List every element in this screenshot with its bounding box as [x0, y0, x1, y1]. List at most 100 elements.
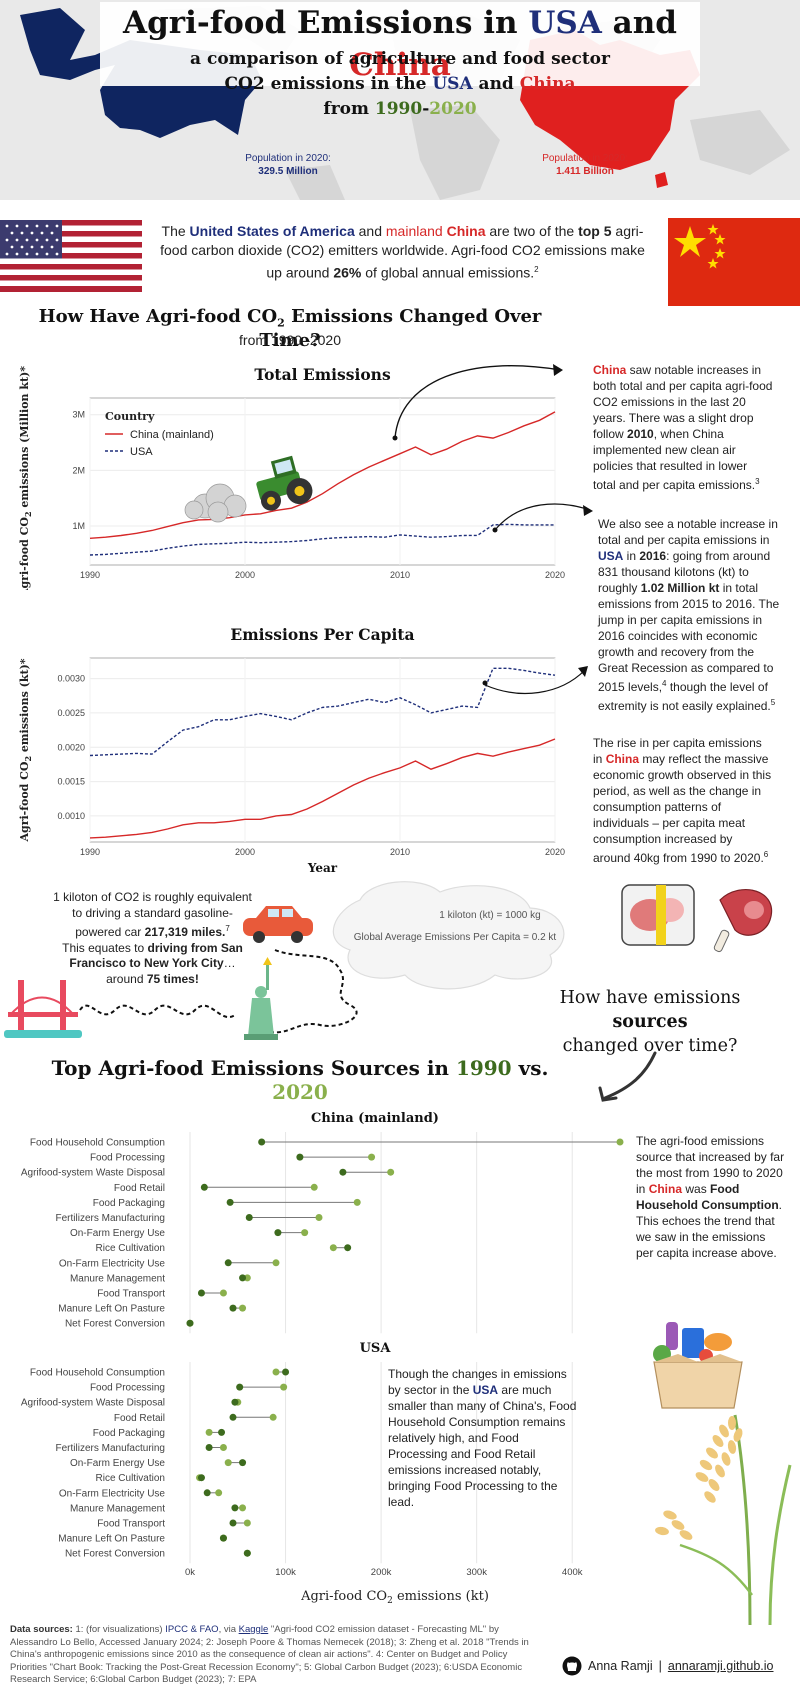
page-title: Agri-food Emissions in USA and China [100, 2, 700, 86]
dot-2020 [310, 1183, 318, 1191]
x-tick-label: 200k [371, 1567, 392, 1578]
intro-paragraph: The United States of America and mainlan… [160, 223, 645, 281]
category-label: Net Forest Conversion [65, 1319, 165, 1330]
dot-1990 [344, 1244, 352, 1252]
x-tick-label: 2000 [235, 570, 255, 580]
category-label: On-Farm Electricity Use [59, 1488, 166, 1499]
dot-1990 [200, 1183, 208, 1191]
category-label: On-Farm Electricity Use [59, 1258, 166, 1269]
category-label: Manure Management [70, 1273, 165, 1284]
data-sources-footer: Data sources: 1: (for visualizations) IP… [10, 1624, 529, 1685]
dot-1990 [203, 1489, 211, 1497]
dot-1990 [226, 1198, 234, 1206]
dot-2020 [215, 1489, 223, 1497]
category-label: Food Packaging [93, 1428, 165, 1439]
dot-2020 [243, 1519, 251, 1527]
dot-2020 [219, 1444, 227, 1451]
dot-1990 [339, 1168, 347, 1176]
meat-illustration [621, 884, 773, 953]
dot-1990 [239, 1459, 247, 1467]
dot-1990 [236, 1383, 244, 1391]
dot-1990 [296, 1153, 304, 1161]
category-label: Rice Cultivation [96, 1243, 165, 1254]
y-tick-label: 0.0020 [57, 742, 85, 752]
y-axis-label: Agri-food CO2 emissions (kt)* [18, 658, 33, 842]
rice-plant-illustration [655, 1414, 792, 1625]
dot-1990 [239, 1274, 247, 1282]
dot-1990 [218, 1428, 226, 1436]
x-tick-label: 100k [275, 1567, 296, 1578]
dot-1990 [258, 1138, 266, 1146]
x-tick-label: 2010 [390, 847, 410, 857]
tractor-illustration [184, 455, 313, 523]
dot-2020 [329, 1244, 337, 1252]
category-label: Net Forest Conversion [65, 1549, 165, 1560]
y-tick-label: 3M [72, 410, 85, 420]
category-label: Food Transport [97, 1289, 165, 1300]
y-tick-label: 0.0010 [57, 811, 85, 821]
dot-1990 [229, 1519, 237, 1527]
dot-1990 [224, 1259, 232, 1267]
dot-2020 [239, 1304, 247, 1312]
per-capita-emissions-chart: 0.0010 0.0015 0.0020 0.0025 0.0030 1990 2000 20… [18, 625, 565, 875]
legend-title: Country [105, 410, 155, 423]
total-emissions-chart: 1M 2M 3M 1990 2000 2010 2020 Total Emissions Agr… [18, 365, 565, 590]
subtitle-line-3: from 1990-2020 [323, 99, 477, 119]
series-line-usa [89, 667, 556, 757]
x-tick-label: 2000 [235, 847, 255, 857]
ipcc-fao-link[interactable]: IPCC & FAO [165, 1624, 219, 1635]
cloud-facts: 1 kiloton (kt) = 1000 kg Global Average … [353, 910, 557, 943]
dot-1990 [231, 1504, 239, 1512]
series-line-china-mainland [89, 738, 556, 839]
kaggle-link[interactable]: Kaggle [238, 1624, 269, 1635]
legend-label: USA [130, 446, 153, 458]
series-line-china-mainland [89, 411, 556, 539]
author-credit: Anna Ramji | annaramji.github.io [562, 1656, 798, 1676]
chart-title: Emissions Per Capita [230, 625, 414, 644]
dot-1990 [186, 1319, 194, 1327]
x-tick-label: 2020 [545, 847, 565, 857]
title-prefix: Agri-food Emissions in [123, 5, 529, 41]
author-name: Anna Ramji [588, 1659, 653, 1673]
author-site-link[interactable]: annaramji.github.io [667, 1659, 774, 1673]
section2-title: Top Agri-food Emissions Sources in 1990 … [51, 1056, 549, 1104]
category-label: Food Household Consumption [30, 1368, 165, 1379]
category-label: Food Packaging [93, 1198, 165, 1209]
grocery-box-illustration [653, 1322, 743, 1409]
kiloton-fact: 1 kiloton of CO2 is roughly equivalent t… [53, 890, 252, 986]
dot-2020 [301, 1229, 309, 1237]
china-population-label: Population in 2020: 1.411 Billion [542, 153, 628, 177]
x-tick-label: 1990 [80, 570, 100, 580]
dot-2020 [353, 1198, 361, 1206]
title-and: and [601, 5, 677, 41]
cloud-shape [332, 881, 565, 990]
y-tick-label: 0.0015 [57, 777, 85, 787]
category-label: Food Processing [90, 1153, 165, 1164]
category-label: Food Processing [90, 1383, 165, 1394]
y-axis-label: Agri-food CO2 emissions (Million kt)* [18, 366, 33, 590]
dot-1990 [197, 1474, 205, 1482]
usa-sources-dumbbell-chart: USA Food Household Consumption Food Proces… [21, 1341, 583, 1605]
y-tick-label: 0.0030 [57, 674, 85, 684]
section1-title: How Have Agri-food CO2 Emissions Changed… [38, 306, 542, 351]
usa-trend-note: We also see a notable increase in total … [598, 517, 780, 713]
category-label: Fertilizers Manufacturing [56, 1443, 165, 1454]
plot-area [89, 397, 556, 566]
dot-2020 [239, 1504, 247, 1512]
dot-1990 [231, 1398, 239, 1406]
dot-2020 [387, 1168, 395, 1176]
china-trend-note: China saw notable increases in both tota… [593, 363, 773, 492]
dumbbell-title: China (mainland) [311, 1111, 439, 1126]
category-label: Food Retail [114, 1413, 165, 1424]
section1-subtitle: from 1990–2020 [239, 332, 341, 348]
usa-population-label: Population in 2020: 329.5 Million [245, 153, 331, 177]
x-axis-label: Year [307, 861, 338, 875]
dot-2020 [616, 1138, 624, 1146]
category-label: Fertilizers Manufacturing [56, 1213, 165, 1224]
subtitle-line-2: CO2 emissions in the USA and China [224, 74, 576, 94]
usa-sources-note: Though the changes in emissions by secto… [388, 1367, 577, 1509]
dot-2020 [315, 1214, 323, 1221]
china-sources-note: The agri-food emissions source that incr… [636, 1134, 785, 1260]
dot-2020 [272, 1368, 280, 1376]
